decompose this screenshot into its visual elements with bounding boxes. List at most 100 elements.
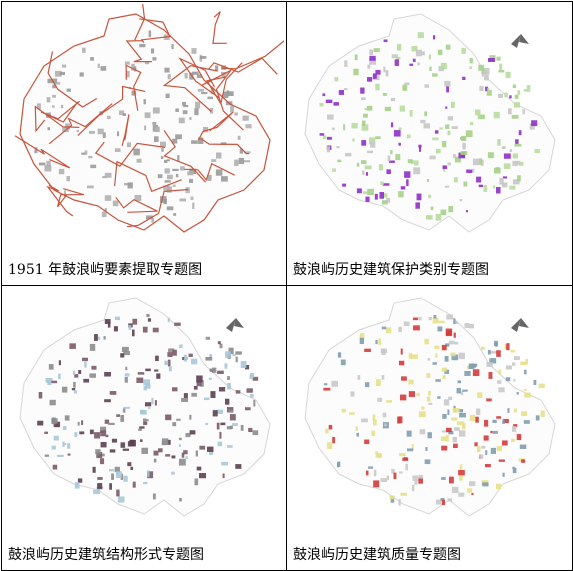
building (426, 179, 430, 182)
building (207, 96, 213, 100)
building (504, 343, 508, 350)
building (478, 114, 485, 120)
building (504, 92, 508, 98)
building (89, 343, 96, 351)
building (507, 408, 510, 413)
building (77, 421, 80, 426)
building (97, 483, 103, 490)
building (400, 492, 407, 496)
building (501, 182, 508, 188)
building (370, 141, 376, 148)
building (535, 415, 540, 421)
building (323, 387, 331, 391)
building (423, 123, 431, 129)
building (253, 399, 256, 407)
building (114, 316, 120, 321)
building (477, 445, 481, 453)
building (405, 463, 408, 471)
building (518, 130, 522, 136)
building (464, 370, 471, 376)
building (137, 372, 145, 375)
building (52, 464, 58, 470)
building (408, 379, 414, 385)
building (531, 120, 538, 127)
building (386, 475, 389, 481)
building (227, 445, 233, 448)
building (246, 388, 253, 393)
building (410, 354, 418, 359)
building (499, 177, 504, 185)
building (493, 111, 500, 119)
building (97, 477, 103, 480)
building (484, 419, 489, 427)
building (459, 199, 463, 202)
building (157, 174, 163, 179)
building (133, 148, 140, 156)
building (406, 179, 409, 187)
building (437, 49, 443, 56)
building (66, 88, 71, 92)
building (147, 318, 152, 322)
building (428, 54, 432, 60)
building (185, 187, 190, 194)
building (351, 122, 358, 129)
building (401, 376, 407, 381)
building (209, 107, 214, 114)
building (402, 457, 409, 461)
building (205, 422, 209, 426)
building (385, 327, 392, 334)
building (212, 367, 217, 373)
building (58, 360, 61, 366)
building (466, 169, 473, 173)
building (499, 63, 503, 70)
building (144, 112, 151, 119)
building (127, 182, 133, 189)
building (399, 394, 407, 401)
building (166, 206, 174, 211)
building (420, 119, 426, 124)
building (490, 447, 496, 454)
building (490, 351, 498, 354)
road (114, 160, 182, 193)
building (177, 155, 180, 162)
building (239, 148, 243, 154)
building (383, 66, 386, 73)
building (97, 128, 104, 135)
building (145, 402, 152, 407)
building (104, 372, 111, 377)
building (365, 470, 369, 476)
building (181, 452, 185, 458)
building (454, 156, 461, 163)
building (420, 51, 425, 56)
building (447, 130, 451, 136)
building (250, 393, 254, 398)
building (248, 427, 253, 433)
building (109, 449, 116, 453)
building (432, 137, 439, 141)
building (459, 137, 466, 140)
building (235, 390, 241, 394)
building (380, 181, 384, 186)
building (400, 186, 406, 190)
building (229, 414, 236, 421)
building (183, 354, 187, 362)
building (498, 387, 505, 393)
building (225, 398, 230, 405)
building (373, 480, 380, 488)
building (425, 215, 433, 220)
building (479, 454, 484, 459)
building (171, 44, 174, 50)
building (136, 158, 142, 163)
building (390, 150, 393, 155)
building (393, 130, 401, 137)
building (100, 430, 107, 437)
building (453, 443, 458, 449)
building (518, 161, 524, 166)
map-panel: 1951 年鼓浪屿要素提取专题图 (2, 2, 287, 286)
building (127, 462, 132, 467)
map (304, 13, 556, 233)
caption: 鼓浪屿历史建筑结构形式专题图 (8, 547, 204, 563)
building (157, 448, 163, 453)
building (199, 473, 207, 479)
building (490, 430, 493, 434)
